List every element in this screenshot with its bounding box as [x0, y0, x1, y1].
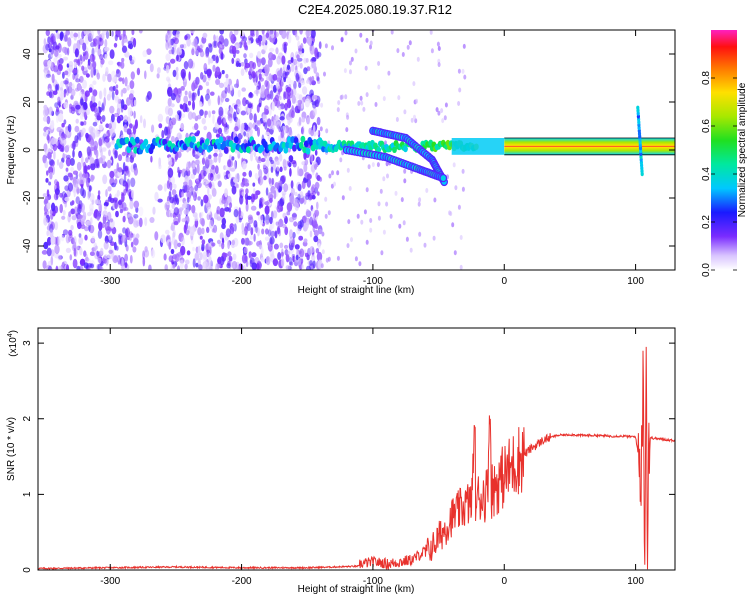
snr-series-line	[38, 346, 675, 570]
snr-xtick-label: -200	[232, 576, 252, 587]
snr-xtick-label: -300	[100, 576, 120, 587]
spectrogram-tone-a	[114, 135, 323, 155]
colorbar: 0.0 0.2 0.4 0.6 0.8 Normalized spectral ampl…	[701, 30, 748, 277]
snr-frame	[37, 327, 676, 571]
spectrogram-xtick-label: -300	[100, 276, 120, 287]
snr-ylabel: SNR (10 * v/v)	[6, 417, 17, 481]
snr-ytick-label: 1	[22, 491, 33, 497]
snr-ytick-label: 3	[22, 340, 33, 346]
spectrogram-xtick-label: 100	[627, 276, 644, 287]
spectrogram-xtick-label: 0	[501, 276, 507, 287]
spectrogram-ytick-label: -40	[22, 238, 33, 253]
colorbar-tick-label: 0.8	[701, 71, 712, 85]
spectrogram-xtick-label: -200	[232, 276, 252, 287]
snr-xlabel: Height of straight line (km)	[298, 584, 415, 595]
snr-xtick-label: 100	[627, 576, 644, 587]
colorbar-tick-label: 0.6	[701, 119, 712, 133]
spectrogram-noise	[41, 30, 467, 270]
spectrogram-ylabel: Frequency (Hz)	[6, 116, 17, 185]
snr-ytick-label: 2	[22, 416, 33, 422]
spectrogram-ytick-label: 40	[22, 48, 33, 60]
chart-title: C2E4.2025.080.19.37.R12	[298, 2, 452, 17]
snr-xtick-label: 0	[501, 576, 507, 587]
colorbar-gradient	[711, 30, 737, 270]
spectrogram-xtick-label: -100	[363, 276, 383, 287]
spectrogram-ytick-label: 0	[22, 147, 33, 153]
colorbar-tick-label: 0.0	[701, 263, 712, 277]
spectrogram-ytick-label: -20	[22, 190, 33, 205]
snr-xtick-label: -100	[363, 576, 383, 587]
colorbar-label: Normalized spectral amplitude	[737, 82, 748, 217]
spectrogram-ytick-label: 20	[22, 96, 33, 108]
spectrogram-spike	[636, 105, 644, 177]
colorbar-tick-label: 0.2	[701, 215, 712, 229]
snr-panel: -300 -200 -100 0 100 0 1 2 3 Height of straight …	[6, 327, 676, 595]
snr-ytick-label: 0	[22, 567, 33, 573]
spectrogram-heatmap	[41, 30, 675, 270]
snr-scale-label: (x104)	[7, 330, 19, 357]
spectrogram-branch	[342, 145, 448, 183]
spectrogram-xlabel: Height of straight line (km)	[298, 285, 415, 296]
colorbar-tick-label: 0.4	[701, 167, 712, 181]
